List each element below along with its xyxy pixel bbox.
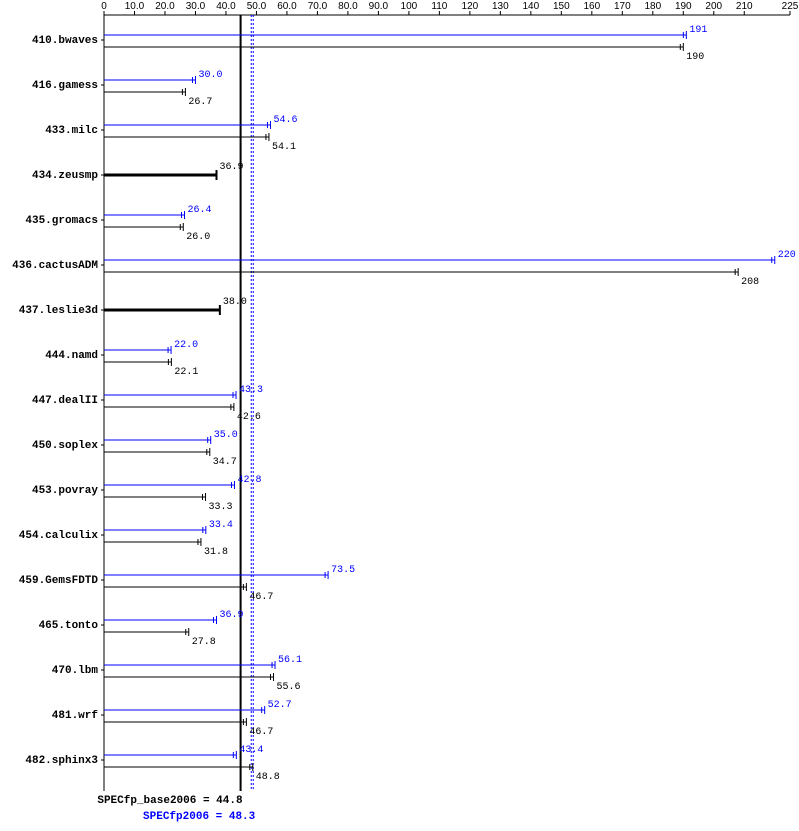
axis-tick-label: 50.0 xyxy=(247,1,267,12)
axis-tick-label: 80.0 xyxy=(338,1,358,12)
value-label-base: 46.7 xyxy=(249,592,273,603)
axis-tick-label: 170 xyxy=(614,1,631,12)
value-label: 38.0 xyxy=(223,297,247,308)
benchmark-label: 481.wrf xyxy=(52,710,99,722)
value-label-peak: 220 xyxy=(778,250,796,261)
value-label-peak: 43.3 xyxy=(239,385,263,396)
value-label-base: 26.7 xyxy=(188,97,212,108)
value-label-peak: 54.6 xyxy=(273,115,297,126)
axis-tick-label: 190 xyxy=(675,1,692,12)
benchmark-label: 459.GemsFDTD xyxy=(19,575,99,587)
value-label-peak: 30.0 xyxy=(198,70,222,81)
value-label: 36.9 xyxy=(220,162,244,173)
benchmark-label: 435.gromacs xyxy=(25,215,98,227)
value-label-base: 190 xyxy=(686,52,704,63)
value-label-peak: 52.7 xyxy=(268,700,292,711)
axis-tick-label: 150 xyxy=(553,1,570,12)
value-label-base: 42.6 xyxy=(237,412,261,423)
value-label-peak: 191 xyxy=(689,25,707,36)
value-label-peak: 22.0 xyxy=(174,340,198,351)
benchmark-label: 433.milc xyxy=(45,125,98,137)
value-label-peak: 73.5 xyxy=(331,565,355,576)
axis-tick-label: 40.0 xyxy=(216,1,236,12)
benchmark-label: 436.cactusADM xyxy=(12,260,98,272)
value-label-peak: 36.9 xyxy=(220,610,244,621)
axis-tick-label: 100 xyxy=(401,1,418,12)
benchmark-label: 482.sphinx3 xyxy=(25,755,98,767)
value-label-base: 26.0 xyxy=(186,232,210,243)
benchmark-label: 437.leslie3d xyxy=(19,305,98,317)
value-label-base: 48.8 xyxy=(256,772,280,783)
value-label-peak: 26.4 xyxy=(187,205,211,216)
axis-tick-label: 210 xyxy=(736,1,753,12)
axis-tick-label: 20.0 xyxy=(155,1,175,12)
axis-tick-label: 30.0 xyxy=(186,1,206,12)
value-label-base: 54.1 xyxy=(272,142,296,153)
benchmark-label: 447.dealII xyxy=(32,395,98,407)
benchmark-label: 444.namd xyxy=(45,350,98,362)
benchmark-label: 434.zeusmp xyxy=(32,170,98,182)
value-label-base: 34.7 xyxy=(213,457,237,468)
summary-peak-label: SPECfp2006 = 48.3 xyxy=(143,811,256,823)
axis-tick-label: 180 xyxy=(644,1,661,12)
axis-tick-label: 110 xyxy=(431,1,447,12)
benchmark-label: 410.bwaves xyxy=(32,35,98,47)
value-label-peak: 33.4 xyxy=(209,520,233,531)
chart-svg: 0 10.0 20.0 30.0 40.0 50.0 60.0 70.0 80.0 90.0 100… xyxy=(0,0,799,831)
axis-tick-label: 10.0 xyxy=(125,1,145,12)
value-label-base: 27.8 xyxy=(192,637,216,648)
axis-tick-label: 0 xyxy=(101,1,107,12)
value-label-base: 31.8 xyxy=(204,547,228,558)
summary-base-label: SPECfp_base2006 = 44.8 xyxy=(97,795,243,807)
axis-tick-label: 160 xyxy=(583,1,600,12)
spec-chart: 0 10.0 20.0 30.0 40.0 50.0 60.0 70.0 80.0 90.0 100… xyxy=(0,0,799,831)
value-label-base: 22.1 xyxy=(174,367,198,378)
axis-tick-label: 120 xyxy=(462,1,479,12)
value-label-peak: 43.4 xyxy=(239,745,263,756)
benchmark-label: 450.soplex xyxy=(32,440,98,452)
axis-tick-label: 130 xyxy=(492,1,509,12)
value-label-base: 33.3 xyxy=(209,502,233,513)
value-label-peak: 35.0 xyxy=(214,430,238,441)
value-label-peak: 42.8 xyxy=(237,475,261,486)
axis-tick-label: 225 xyxy=(782,1,799,12)
benchmark-label: 470.lbm xyxy=(52,665,99,677)
axis-tick-label: 140 xyxy=(523,1,540,12)
value-label-base: 208 xyxy=(741,277,759,288)
benchmark-label: 416.gamess xyxy=(32,80,98,92)
benchmark-label: 453.povray xyxy=(32,485,98,497)
axis-tick-label: 90.0 xyxy=(369,1,389,12)
benchmark-label: 465.tonto xyxy=(39,620,99,632)
value-label-base: 55.6 xyxy=(277,682,301,693)
axis-tick-label: 200 xyxy=(705,1,722,12)
value-label-base: 46.7 xyxy=(249,727,273,738)
benchmark-label: 454.calculix xyxy=(19,530,99,542)
value-label-peak: 56.1 xyxy=(278,655,302,666)
axis-tick-label: 60.0 xyxy=(277,1,297,12)
axis-tick-label: 70.0 xyxy=(308,1,328,12)
